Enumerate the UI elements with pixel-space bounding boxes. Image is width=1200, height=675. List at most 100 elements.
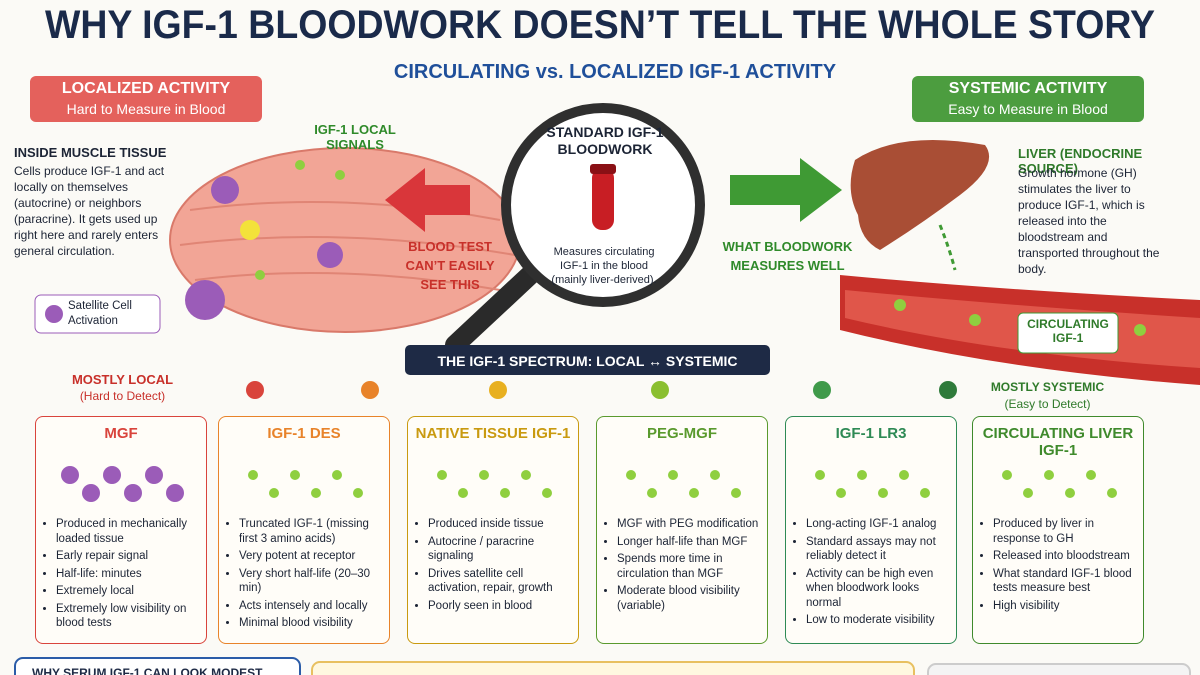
bullet: Poorly seen in blood bbox=[428, 599, 572, 614]
card-title: PEG-MGF bbox=[647, 425, 717, 442]
footer-box bbox=[927, 663, 1191, 675]
blood-test-note: BLOOD TEST CAN’T EASILY SEE THIS bbox=[405, 239, 495, 292]
spectrum-title: THE IGF-1 SPECTRUM: LOCAL ↔ SYSTEMIC bbox=[437, 353, 738, 369]
spectrum-right: MOSTLY SYSTEMIC bbox=[990, 380, 1105, 394]
bullet: MGF with PEG modification bbox=[617, 517, 761, 532]
card: PEG-MGF MGF with PEG modification Longer h… bbox=[596, 416, 768, 644]
icon-dot bbox=[458, 488, 468, 498]
icon-dot bbox=[1023, 488, 1033, 498]
magnifier-handle bbox=[445, 265, 540, 355]
cell bbox=[317, 242, 343, 268]
footer-box bbox=[14, 657, 301, 675]
bullet-list: Produced in mechanically loaded tissue Ea… bbox=[36, 517, 206, 634]
spectrum-dot bbox=[939, 381, 957, 399]
footer-box bbox=[311, 661, 915, 675]
bloodwork-note: WHAT BLOODWORK MEASURES WELL bbox=[722, 239, 853, 273]
card-icon bbox=[248, 470, 363, 498]
cell bbox=[185, 280, 225, 320]
spectrum-dot bbox=[246, 381, 264, 399]
bullet: Minimal blood visibility bbox=[239, 616, 383, 631]
description: Cells produce IGF-1 and act locally on t… bbox=[14, 164, 165, 258]
description: Growth hormone (GH) stimulates the liver… bbox=[1018, 166, 1160, 276]
icon-dot bbox=[311, 488, 321, 498]
title: WHY IGF-1 BLOODWORK DOESN’T TELL THE WHO… bbox=[45, 3, 1155, 47]
card-title: IGF-1 LR3 bbox=[835, 425, 907, 442]
card: IGF-1 LR3 Long-acting IGF-1 analog Standar… bbox=[785, 416, 957, 644]
icon-dot bbox=[82, 484, 100, 502]
card-title: MGF bbox=[104, 425, 138, 442]
badge-subtitle: Hard to Measure in Blood bbox=[66, 101, 226, 117]
bullet: Drives satellite cell activation, repair… bbox=[428, 567, 572, 596]
cell-icon bbox=[45, 305, 63, 323]
card-title: NATIVE TISSUE IGF-1 bbox=[415, 425, 571, 442]
badge-title: SYSTEMIC ACTIVITY bbox=[948, 80, 1108, 97]
icon-dot bbox=[500, 488, 510, 498]
bullet-list: Produced by liver in response to GH Relea… bbox=[973, 517, 1143, 616]
icon-dot bbox=[899, 470, 909, 480]
icon-dot bbox=[1065, 488, 1075, 498]
icon-dot bbox=[353, 488, 363, 498]
right-arrow bbox=[730, 158, 842, 222]
icon-dot bbox=[668, 470, 678, 480]
blood-tube bbox=[592, 168, 614, 230]
badge-title: LOCALIZED ACTIVITY bbox=[61, 80, 231, 97]
spectrum-dot bbox=[361, 381, 379, 399]
tube-cap bbox=[590, 164, 616, 174]
bullet: Autocrine / paracrine signaling bbox=[428, 535, 572, 564]
icon-dot bbox=[103, 466, 121, 484]
icon-dot bbox=[61, 466, 79, 484]
card: IGF-1 DES Truncated IGF-1 (missing first … bbox=[218, 416, 390, 644]
spectrum-dot bbox=[651, 381, 669, 399]
icon-dot bbox=[815, 470, 825, 480]
bullet: Acts intensely and locally bbox=[239, 599, 383, 614]
center-heading: STANDARD IGF-1 BLOODWORK bbox=[546, 124, 664, 157]
signal-burst bbox=[240, 220, 260, 240]
subtitle: CIRCULATING vs. LOCALIZED IGF-1 ACTIVITY bbox=[394, 61, 837, 83]
icon-dot bbox=[479, 470, 489, 480]
spectrum-right-sub: (Easy to Detect) bbox=[1004, 397, 1091, 411]
cell bbox=[211, 176, 239, 204]
bullet: Standard assays may not reliably detect … bbox=[806, 535, 950, 564]
bullet: Produced inside tissue bbox=[428, 517, 572, 532]
bullet: Truncated IGF-1 (missing first 3 amino a… bbox=[239, 517, 383, 546]
bullet-list: Truncated IGF-1 (missing first 3 amino a… bbox=[219, 517, 389, 634]
card-icon bbox=[626, 470, 741, 498]
circulating-label: CIRCULATING IGF-1 bbox=[1027, 317, 1109, 345]
liver bbox=[850, 140, 990, 250]
icon-dot bbox=[857, 470, 867, 480]
icon-dot bbox=[647, 488, 657, 498]
icon-dot bbox=[1107, 488, 1117, 498]
spectrum-box bbox=[405, 345, 770, 375]
igf-dot bbox=[255, 270, 265, 280]
igf-dot bbox=[335, 170, 345, 180]
satellite-box bbox=[34, 294, 161, 334]
bullet: High visibility bbox=[993, 599, 1137, 614]
bullet-list: Produced inside tissue Autocrine / paracr… bbox=[408, 517, 578, 616]
bullet: Low to moderate visibility bbox=[806, 613, 950, 628]
circulating-box bbox=[1017, 312, 1119, 354]
igf-dot bbox=[1134, 324, 1146, 336]
card-title: CIRCULATING LIVER IGF-1 bbox=[982, 425, 1134, 459]
card: CIRCULATING LIVER IGF-1 Produced by liver… bbox=[972, 416, 1144, 644]
spectrum-dot bbox=[489, 381, 507, 399]
icon-dot bbox=[626, 470, 636, 480]
icon-dot bbox=[269, 488, 279, 498]
igf-dot bbox=[295, 160, 305, 170]
icon-dot bbox=[1044, 470, 1054, 480]
signals-label: IGF-1 LOCAL SIGNALS bbox=[314, 122, 396, 152]
card-icon bbox=[61, 466, 184, 502]
release-arrow bbox=[938, 224, 957, 271]
right-badge bbox=[912, 76, 1144, 122]
icon-dot bbox=[836, 488, 846, 498]
icon-dot bbox=[248, 470, 258, 480]
bullet-list: MGF with PEG modification Longer half-lif… bbox=[597, 517, 767, 616]
bullet-list: Long-acting IGF-1 analog Standard assays … bbox=[786, 517, 956, 631]
bullet: Longer half-life than MGF bbox=[617, 535, 761, 550]
bullet: Half-life: minutes bbox=[56, 567, 200, 582]
icon-dot bbox=[710, 470, 720, 480]
spectrum-left: MOSTLY LOCAL bbox=[71, 372, 174, 387]
icon-dot bbox=[1086, 470, 1096, 480]
icon-dot bbox=[332, 470, 342, 480]
